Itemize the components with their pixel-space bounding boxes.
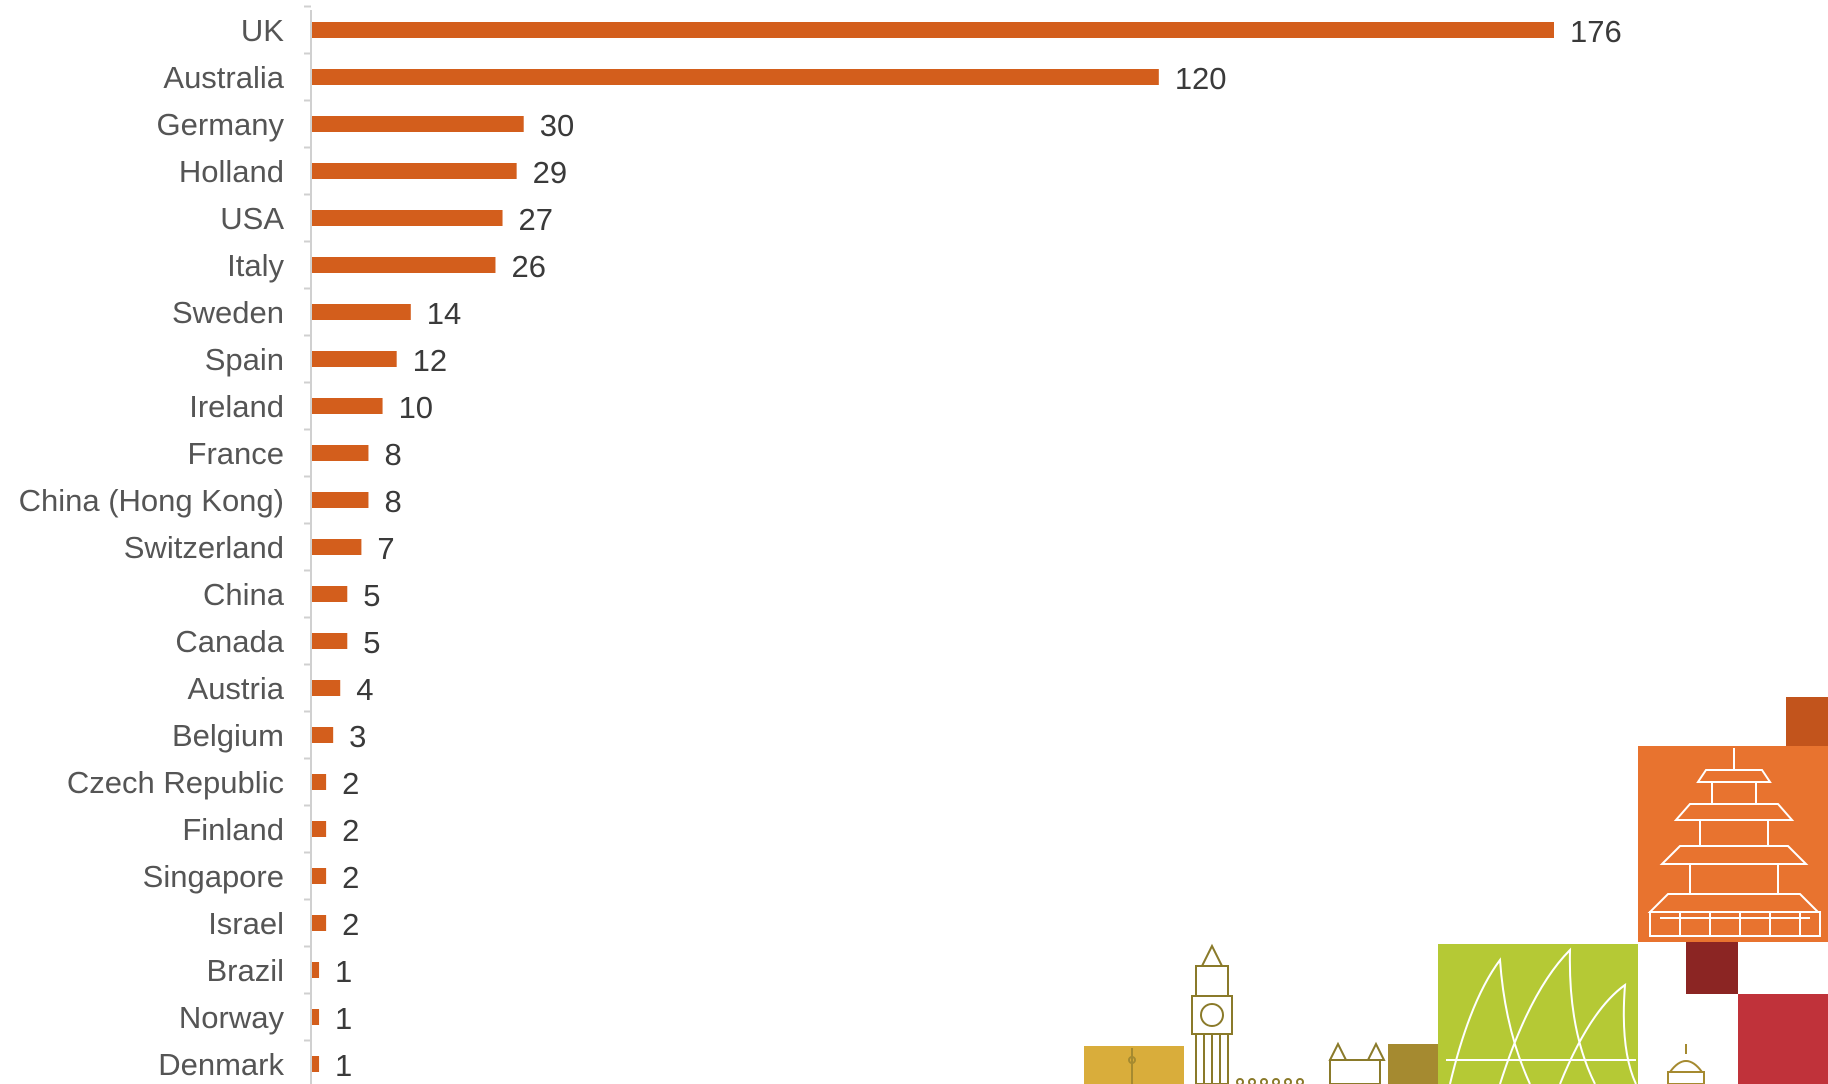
data-label: 10 [399,390,433,425]
category-label: Switzerland [124,530,284,565]
category-label: Brazil [206,953,284,988]
category-label: Sweden [172,295,284,330]
bar [312,1009,320,1025]
bar-series [312,22,1554,1072]
bar [312,492,369,508]
bar [312,163,517,179]
bar [312,868,327,884]
category-label: Italy [227,248,284,283]
bar [312,304,411,320]
category-label: Singapore [143,859,284,894]
data-label: 2 [342,907,359,942]
category-label: Finland [182,812,284,847]
data-label: 176 [1570,14,1622,49]
data-label: 3 [349,719,366,754]
bar [312,915,327,931]
bar [312,680,341,696]
spire-icon [1128,1048,1136,1084]
data-label: 5 [363,625,380,660]
deco-block-orange [1638,746,1828,942]
bar [312,633,348,649]
data-label: 7 [377,531,394,566]
category-label: Canada [175,624,284,659]
bar [312,1056,320,1072]
bar [312,774,327,790]
category-label: Holland [179,154,284,189]
value-labels: 176 120 30 29 27 26 14 12 10 8 8 7 5 5 4 3 2 2 2 2 1 1 1 [335,14,1622,1083]
bar [312,821,327,837]
data-label: 26 [511,249,545,284]
category-label: Australia [163,60,284,95]
data-label: 30 [540,108,574,143]
data-label: 27 [519,202,553,237]
deco-block-green [1438,944,1638,1084]
bar [312,69,1159,85]
bar [312,586,348,602]
data-label: 14 [427,296,461,331]
data-label: 1 [335,954,352,989]
data-label: 2 [342,813,359,848]
bar [312,727,334,743]
data-label: 2 [342,766,359,801]
data-label: 5 [363,578,380,613]
bar [312,116,524,132]
big-ben-icon [1191,943,1233,1084]
category-label: Ireland [189,389,284,424]
opera-house-icon [1446,947,1637,1084]
data-label: 1 [335,1048,352,1083]
bar [312,445,369,461]
bar [312,22,1554,38]
bar [312,398,383,414]
data-label: 12 [413,343,447,378]
category-label: Czech Republic [67,765,284,800]
category-label: China [203,577,285,612]
data-label: 8 [384,437,401,472]
data-label: 1 [335,1001,352,1036]
category-label: France [188,436,284,471]
deco-block-maroon [1686,942,1738,994]
data-label: 2 [342,860,359,895]
bar [312,962,320,978]
category-label: USA [220,201,284,236]
category-labels: UK Australia Germany Holland USA Italy Sweden S… [19,13,285,1082]
category-label: Spain [205,342,284,377]
deco-block-mustard [1084,1046,1184,1084]
data-label: 120 [1175,61,1227,96]
category-label: Germany [157,107,285,142]
category-label: China (Hong Kong) [19,483,284,518]
dome-icon [1667,1044,1705,1084]
bar [312,257,496,273]
category-label: Israel [208,906,284,941]
data-label: 29 [533,155,567,190]
bar [312,351,397,367]
deco-block-red [1738,994,1828,1084]
bar [312,210,503,226]
category-label: Belgium [172,718,284,753]
category-label: UK [241,13,284,48]
data-label: 4 [356,672,373,707]
deco-block-olive [1388,1044,1438,1084]
city-landmarks-illustration [1084,697,1828,1084]
data-label: 8 [384,484,401,519]
y-axis-ticks [304,5,311,1042]
pagoda-icon [1647,748,1821,937]
bar [312,539,362,555]
category-label: Austria [188,671,285,706]
castle-icon [1236,1041,1386,1084]
category-label: Norway [179,1000,285,1035]
category-label: Denmark [158,1047,284,1082]
